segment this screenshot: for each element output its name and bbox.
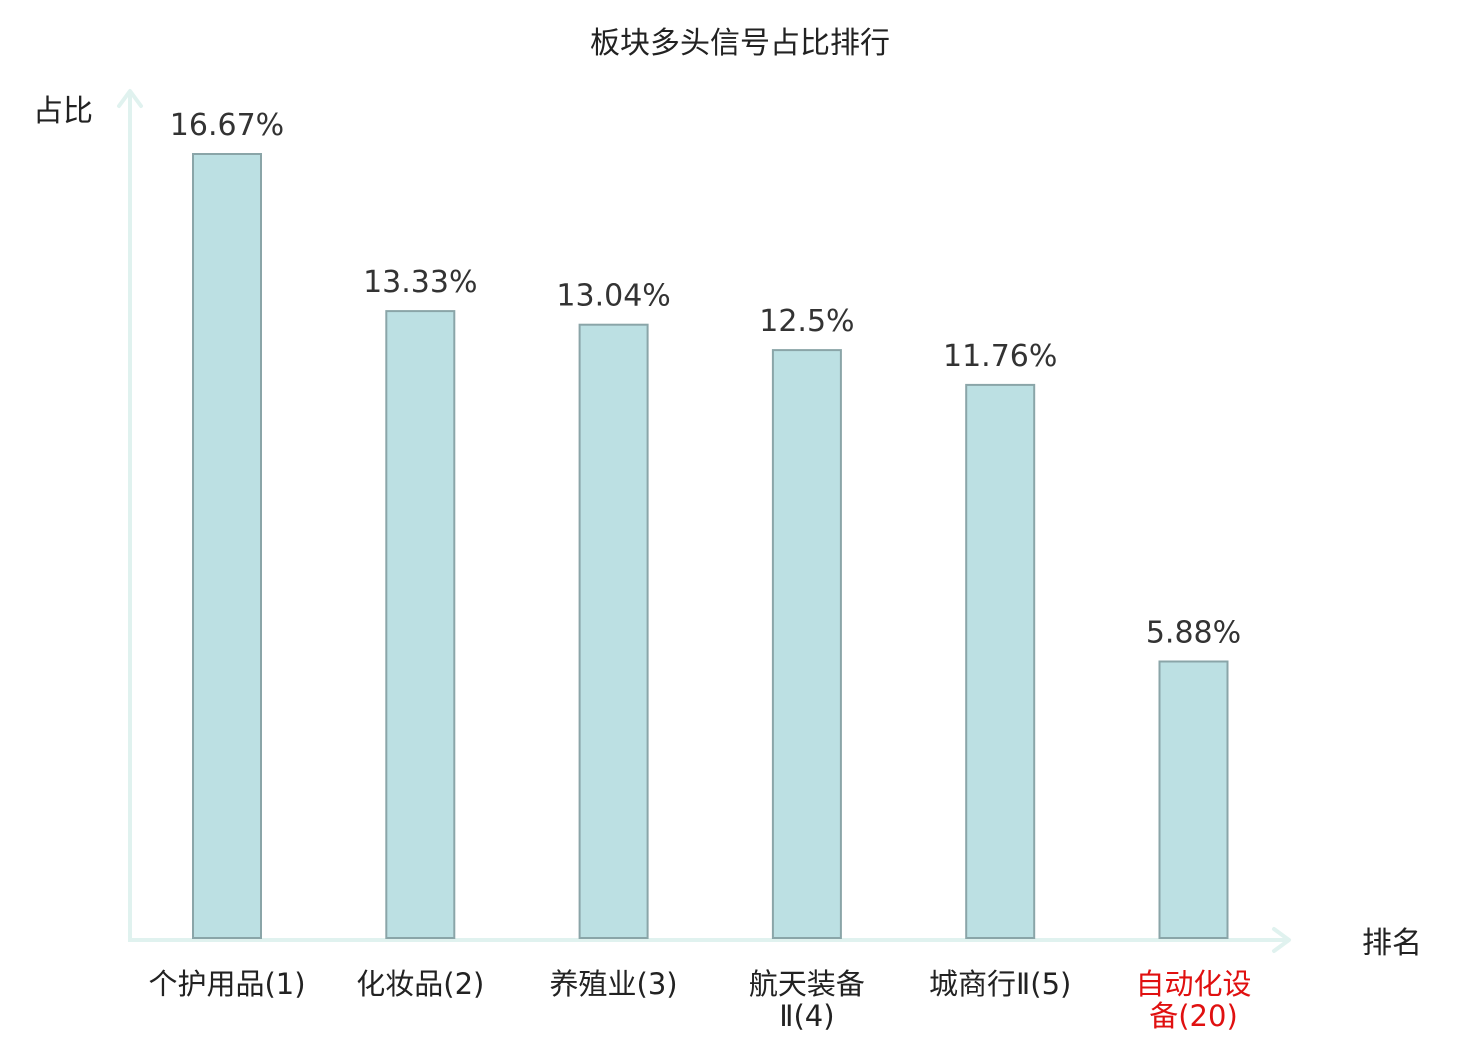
category-label-line: Ⅱ(4) [779,999,834,1033]
bars-group [192,153,1229,940]
category-label: 城商行Ⅱ(5) [929,967,1071,1001]
category-label-line: 化妆品(2) [356,967,484,1001]
category-label: 自动化设备(20) [1135,967,1251,1033]
category-label: 养殖业(3) [550,967,678,1001]
bar-value-label: 11.76% [943,339,1057,374]
category-labels-group: 个护用品(1) 化妆品(2) 养殖业(3) 航天装备 Ⅱ(4) 城商行Ⅱ(5) 自动化设备(… [148,967,1251,1033]
y-axis-label: 占比 [33,94,93,129]
category-label-line: 城商行Ⅱ(5) [929,967,1071,1001]
value-labels-group: 16.67% 13.33% 13.04% 12.5% 11.76% 5.88% [170,108,1241,651]
bar [1158,660,1229,939]
category-label-line: 养殖业(3) [550,967,678,1001]
bar-value-label: 5.88% [1146,616,1241,651]
category-label-line: 备(20) [1149,999,1238,1033]
category-label-line: 个护用品(1) [148,967,305,1001]
bar [578,323,649,939]
x-axis-arrowhead [1272,927,1291,953]
chart-title: 板块多头信号占比排行 [590,26,890,61]
category-label: 化妆品(2) [356,967,484,1001]
category-label-line: 航天装备 [749,967,865,1001]
bar [192,153,262,939]
bar-value-label: 13.04% [556,279,670,314]
y-axis-arrowhead [117,89,143,108]
x-axis-label: 排名 [1362,926,1422,961]
bar-value-label: 13.33% [363,265,477,300]
category-label: 航天装备 Ⅱ(4) [749,967,865,1033]
category-label-line: 自动化设 [1135,967,1251,1001]
bar-value-label: 16.67% [170,108,284,143]
bar [771,349,842,940]
bar-value-label: 12.5% [759,304,854,339]
bar [385,310,456,940]
axes [117,89,1291,953]
bar [965,383,1036,939]
category-label: 个护用品(1) [148,967,305,1001]
